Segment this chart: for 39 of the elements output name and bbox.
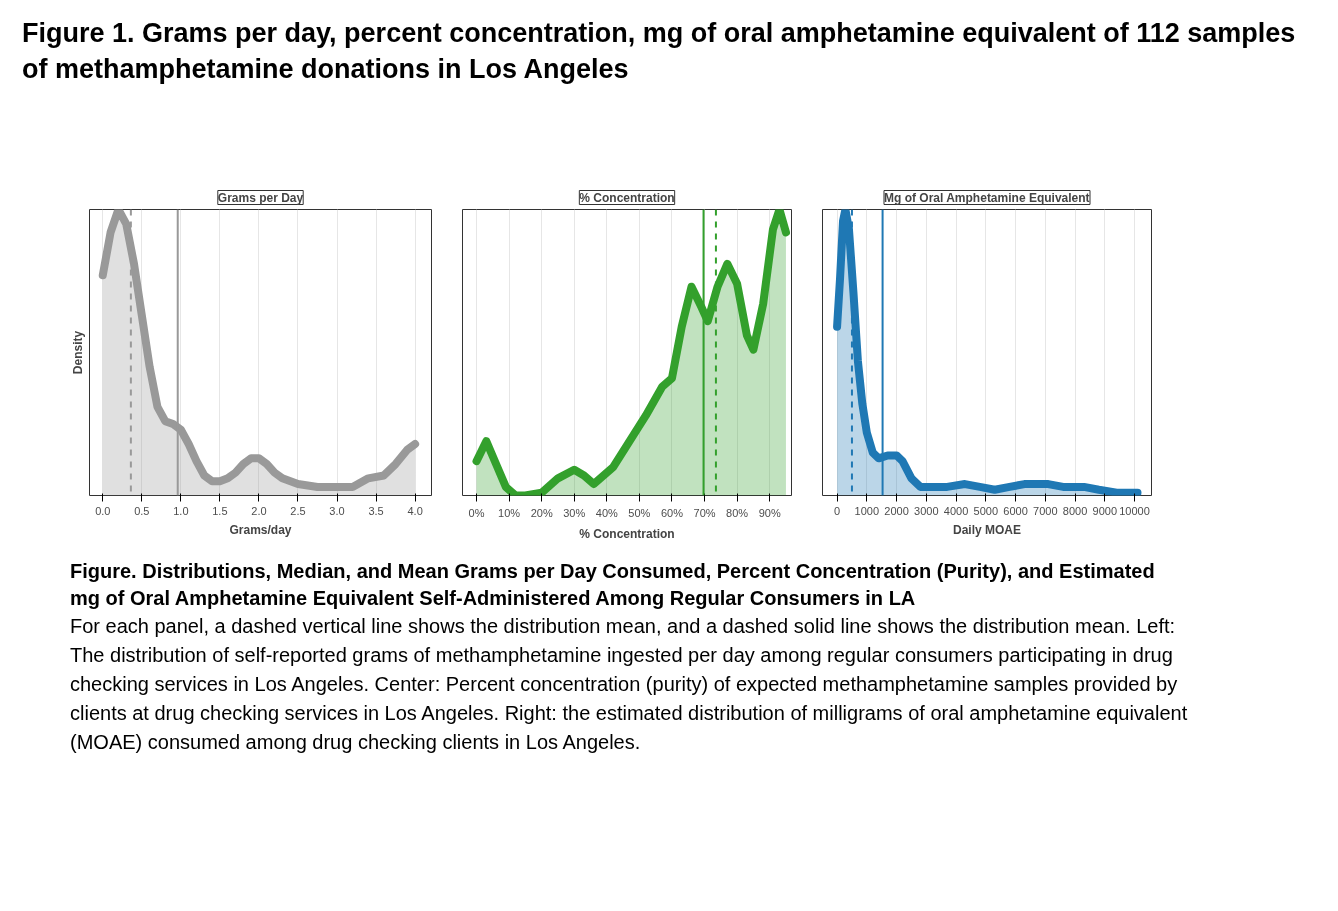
x-tick-label: 50% (628, 506, 651, 519)
x-axis-title: Daily MOAE (952, 522, 1022, 537)
y-axis-title: Density (70, 330, 85, 375)
text: Figure 1. Grams per day, percent concentration, mg of oral amphetamine equivalent of 112 samples of methamphetamine donations in Los Angeles (22, 17, 1297, 87)
x-axis-title: Grams/day (229, 522, 292, 537)
x-tick-label: 60% (660, 506, 684, 519)
chart-title: Grams per Day (217, 190, 304, 205)
x-tick-label: 2.5 (290, 504, 306, 517)
x-tick-label: 1000 (854, 504, 880, 517)
x-tick-label: 4000 (943, 504, 969, 517)
chart-title: Mg of Oral Amphetamine Equivalent (883, 190, 1090, 205)
x-tick-label: 4.0 (407, 504, 423, 517)
x-tick-label: 0% (468, 506, 485, 519)
x-tick-label: 9000 (1092, 504, 1118, 517)
x-tick-label: 0.0 (95, 504, 111, 517)
x-tick-label: 10000 (1119, 504, 1150, 517)
x-tick-label: 3000 (914, 504, 939, 517)
x-tick-label: 10% (498, 506, 521, 519)
x-tick-label: 80% (726, 506, 749, 519)
x-tick-label: 6000 (1003, 504, 1028, 517)
x-tick-label: 1.5 (212, 504, 228, 517)
x-tick-label: 70% (693, 506, 716, 519)
x-tick-label: 30% (563, 506, 586, 519)
x-tick-label: 20% (530, 506, 553, 519)
x-tick-label: 0 (834, 504, 841, 517)
x-tick-label: 8000 (1062, 504, 1088, 517)
x-tick-label: 1.0 (173, 504, 189, 517)
x-tick-label: 3.0 (329, 504, 345, 517)
text: For each panel, a dashed vertical line shows the distribution mean, and a dashed solid line shows the distribution mean. Left: The distribution of self-reported grams of methamphetamine ingested per day among regular consumers participating in drug checking services in Los Angeles. Center: Percent concentration (purity) of expected methamphetamine samples provided by clients at drug checking services in Los Angeles. Right: the estimated distribution of milligrams of oral amphetamine equivalent (MOAE) consumed among drug checking clients in Los Angeles. (70, 613, 1189, 755)
x-tick-label: 0.5 (134, 504, 150, 517)
text: Figure. Distributions, Median, and Mean Grams per Day Consumed, Percent Concentration (Purity), and Estimated mg of Oral Amphetamine Equivalent Self-Administered Among Regular Consumers in LA (70, 558, 1156, 611)
x-tick-label: 5000 (973, 504, 999, 517)
x-tick-label: 7000 (1033, 504, 1058, 517)
x-tick-label: 90% (758, 506, 781, 519)
x-tick-label: 2000 (884, 504, 909, 517)
x-axis-title: % Concentration (579, 526, 675, 541)
x-tick-label: 40% (595, 506, 619, 519)
x-tick-label: 2.0 (251, 504, 267, 517)
x-tick-label: 3.5 (368, 504, 384, 517)
